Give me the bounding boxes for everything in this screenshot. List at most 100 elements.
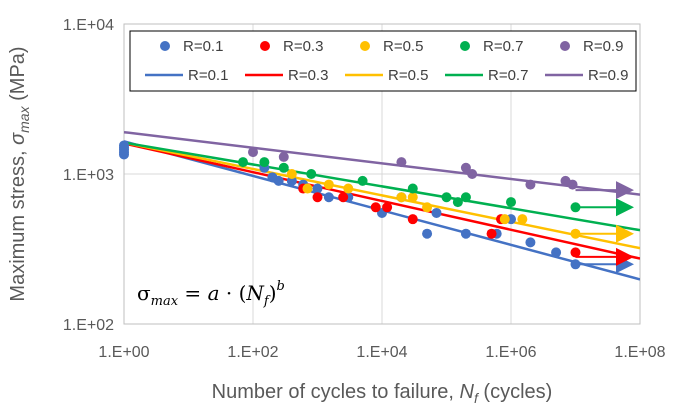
- legend-marker: [260, 41, 270, 51]
- x-title-var: N: [460, 381, 475, 403]
- runout-arrow-head: [616, 181, 634, 200]
- data-point: [441, 192, 452, 203]
- fit-line: [124, 130, 640, 196]
- data-point: [422, 228, 433, 239]
- legend-label: R=0.3: [283, 38, 323, 55]
- data-point: [273, 175, 284, 186]
- data-point: [467, 169, 478, 179]
- legend-label: R=0.1: [183, 38, 223, 55]
- eqn-lhs: σ: [137, 281, 151, 305]
- legend-marker: [560, 41, 570, 51]
- y-title-var: σ: [7, 132, 29, 145]
- eqn-dot: · (: [220, 281, 247, 305]
- data-point: [278, 151, 289, 162]
- fit-line: [124, 141, 640, 250]
- legend-label: R=0.7: [488, 67, 528, 84]
- data-point: [460, 192, 471, 203]
- x-title-suffix: (cycles): [478, 381, 552, 403]
- data-point: [407, 183, 418, 194]
- data-point: [338, 192, 349, 203]
- data-point: [323, 192, 334, 203]
- data-point: [312, 192, 323, 203]
- runout-arrow-head: [616, 224, 634, 243]
- data-point: [499, 214, 510, 225]
- data-point: [460, 162, 471, 173]
- data-point: [431, 207, 442, 218]
- x-tick-label: 1.E+02: [227, 344, 278, 361]
- data-point: [286, 175, 297, 186]
- y-axis-title: Maximum stress, σmax (MPa): [7, 46, 32, 301]
- data-point: [551, 247, 562, 258]
- data-point: [407, 214, 418, 225]
- data-point: [396, 192, 407, 203]
- eqn-a: a: [208, 281, 220, 305]
- runout-arrow-head: [616, 247, 634, 266]
- y-title-suffix: (MPa): [7, 46, 29, 106]
- data-point: [452, 197, 463, 208]
- y-tick-label: 1.E+04: [63, 17, 114, 34]
- plot-area-border: [123, 23, 641, 325]
- y-tick-label: 1.E+02: [63, 317, 114, 334]
- eqn-exponent: b: [277, 279, 285, 294]
- data-point: [460, 228, 471, 239]
- legend-box: [129, 30, 637, 92]
- data-point: [525, 179, 536, 190]
- runout-arrow-head: [616, 198, 634, 217]
- fit-line: [124, 142, 640, 260]
- eqn-equals: =: [178, 281, 207, 305]
- eqn-lhs-sub: max: [151, 294, 179, 309]
- legend-label: R=0.7: [483, 38, 523, 55]
- legend-label: R=0.9: [583, 38, 623, 55]
- data-point: [302, 183, 313, 194]
- data-point: [259, 157, 270, 168]
- data-point: [306, 169, 317, 179]
- data-point: [248, 147, 258, 158]
- fit-line: [124, 141, 640, 232]
- runout-arrows: [575, 181, 634, 274]
- legend-label: R=0.9: [588, 67, 628, 84]
- data-point: [238, 157, 249, 168]
- legend-marker: [160, 41, 170, 51]
- data-point: [567, 179, 578, 190]
- x-tick-label: 1.E+06: [485, 344, 536, 361]
- x-title-prefix: Number of cycles to failure,: [212, 381, 460, 403]
- data-point: [486, 228, 497, 239]
- y-title-sub: max: [16, 105, 32, 132]
- data-point: [506, 197, 516, 208]
- x-tick-labels: 1.E+00 1.E+02 1.E+04 1.E+06 1.E+08: [98, 344, 665, 361]
- legend-label: R=0.5: [388, 67, 428, 84]
- data-point: [286, 169, 297, 179]
- x-tick-label: 1.E+04: [356, 344, 407, 361]
- legend-label: R=0.3: [288, 67, 328, 84]
- data-point: [525, 237, 536, 248]
- legend-label: R=0.1: [188, 67, 228, 84]
- data-point: [343, 183, 354, 194]
- data-point: [570, 247, 581, 258]
- data-points: [119, 140, 581, 270]
- x-title-sub: f: [474, 390, 480, 406]
- data-point: [396, 157, 407, 168]
- eqn-N-sub: f: [263, 294, 271, 309]
- equation-annotation: σmax = a · (Nf)b: [137, 279, 285, 309]
- data-point: [323, 179, 334, 190]
- y-tick-label: 1.E+03: [63, 167, 114, 184]
- data-point: [312, 183, 323, 194]
- y-tick-labels: 1.E+02 1.E+03 1.E+04: [63, 17, 114, 334]
- legend-label: R=0.5: [383, 38, 423, 55]
- data-point: [119, 140, 129, 151]
- x-tick-label: 1.E+00: [98, 344, 149, 361]
- x-tick-label: 1.E+08: [614, 344, 665, 361]
- data-point: [382, 202, 393, 213]
- legend-marker: [360, 41, 370, 51]
- eqn-close: ): [269, 281, 277, 305]
- eqn-N: N: [245, 281, 265, 305]
- data-point: [357, 175, 368, 186]
- y-title-prefix: Maximum stress,: [7, 145, 29, 302]
- data-point: [422, 202, 433, 213]
- legend: R=0.1 R=0.3 R=0.5 R=0.7 R=0.9 R=0.1 R=0.3 R=0.5…: [145, 38, 628, 84]
- data-point: [370, 202, 381, 213]
- data-point: [517, 214, 528, 225]
- legend-marker: [460, 41, 470, 51]
- data-point: [407, 192, 418, 203]
